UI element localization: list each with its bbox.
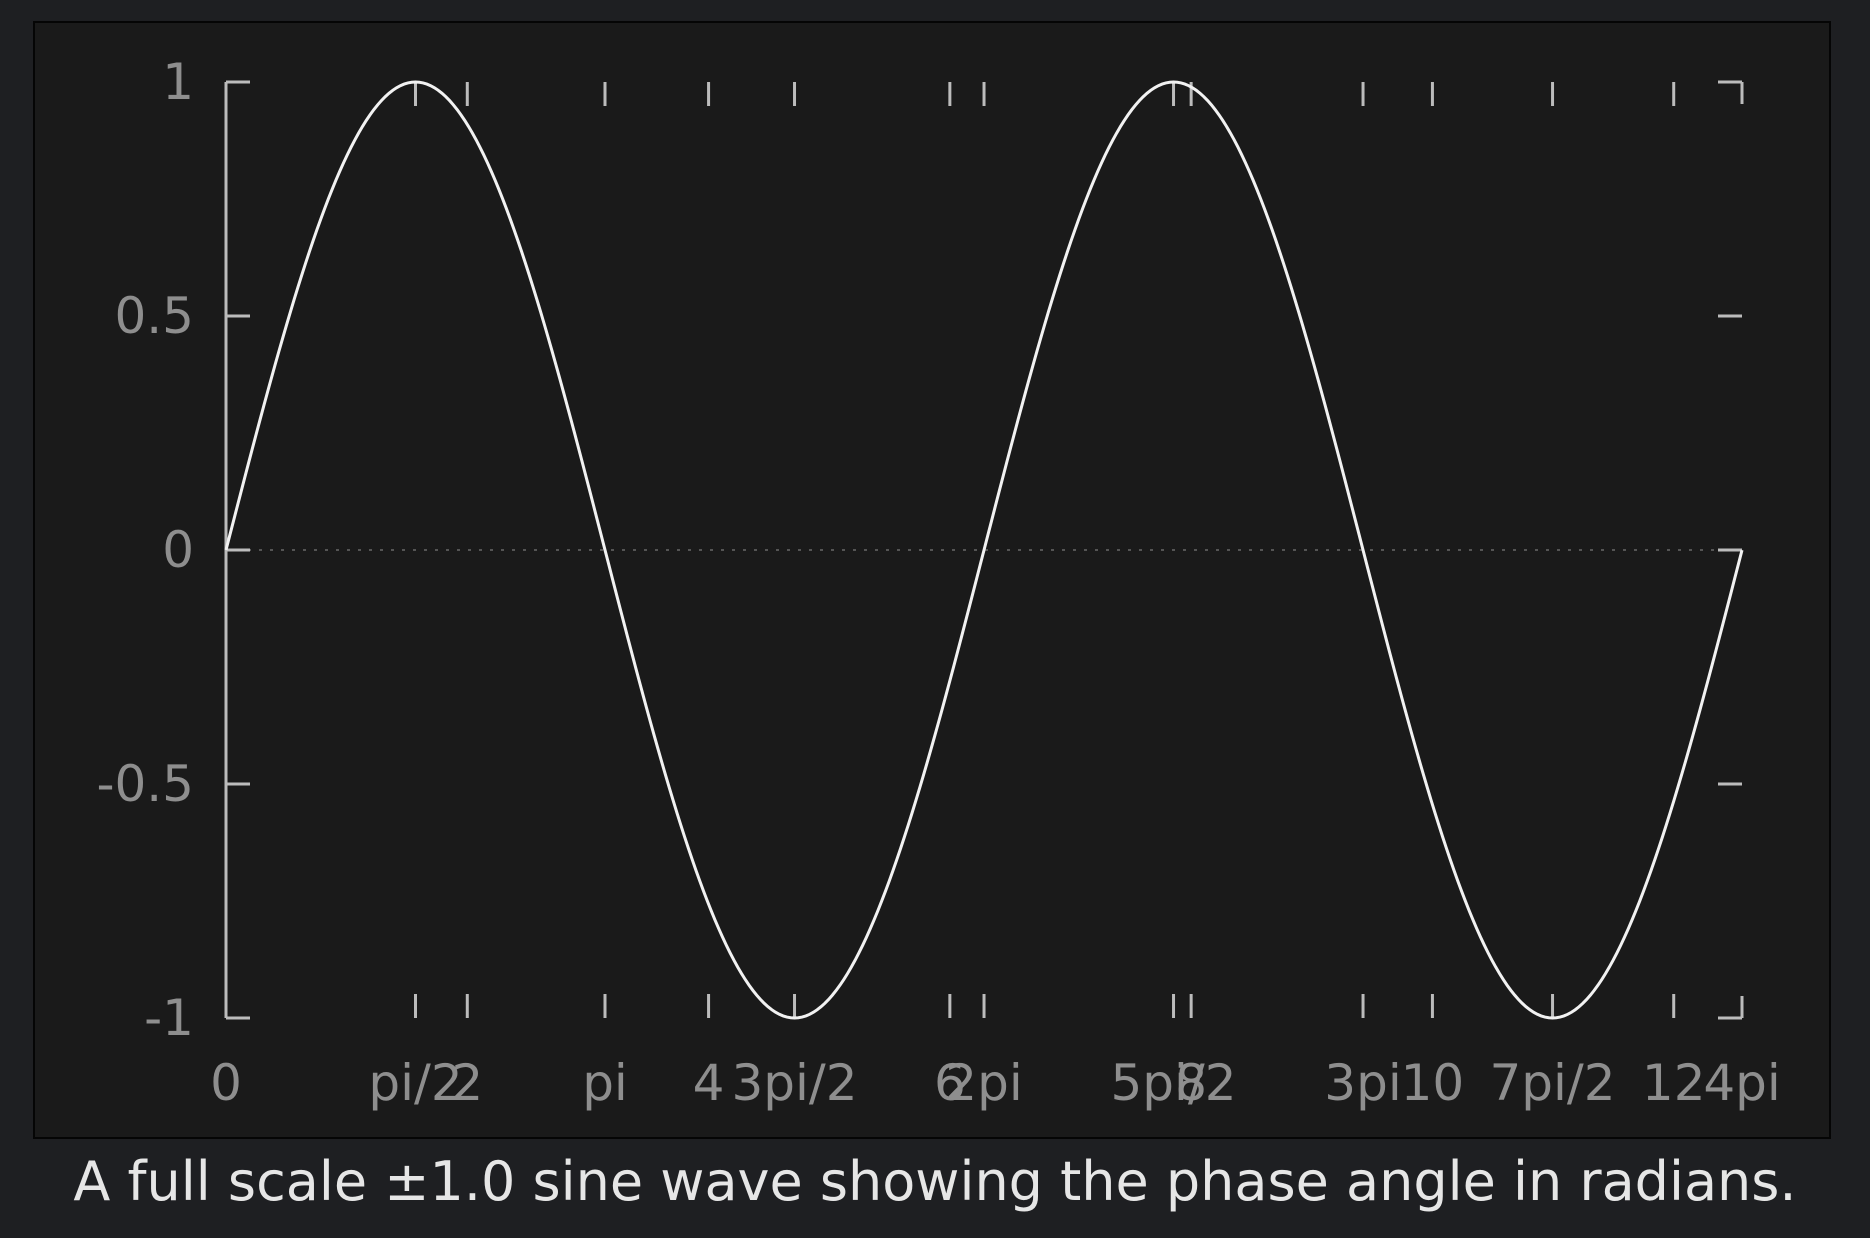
- ticks: [226, 80, 1742, 1020]
- x-tick-label: 8: [1175, 1054, 1207, 1112]
- sine-curve: [224, 80, 1744, 1020]
- y-tick-label: 0: [162, 521, 194, 579]
- y-tick-label: -1: [144, 989, 194, 1047]
- y-tick-label: -0.5: [96, 755, 194, 813]
- curve-layer: [224, 80, 1744, 1020]
- x-tick-label: 5pi/2: [1110, 1054, 1236, 1112]
- x-tick-label: 0: [210, 1054, 242, 1112]
- x-tick-label: 3pi: [1324, 1054, 1401, 1112]
- x-tick-label: 10: [1401, 1054, 1465, 1112]
- x-tick-label: 3pi/2: [731, 1054, 857, 1112]
- x-tick-label: pi: [582, 1054, 628, 1112]
- x-tick-label: 7pi/2: [1489, 1054, 1615, 1112]
- x-tick-label: 2pi: [945, 1054, 1022, 1112]
- x-tick-label: 2: [451, 1054, 483, 1112]
- y-tick-label: 0.5: [114, 287, 194, 345]
- plot-frame: [33, 21, 1831, 1139]
- x-tick-label: 6: [934, 1054, 966, 1112]
- y-tick-label: 1: [162, 53, 194, 111]
- x-tick-label: 12: [1642, 1054, 1706, 1112]
- figure-caption: A full scale ±1.0 sine wave showing the …: [73, 1150, 1797, 1213]
- x-tick-label: pi/2: [368, 1054, 462, 1112]
- x-tick-label: 4pi: [1703, 1054, 1780, 1112]
- x-tick-label: 4: [693, 1054, 725, 1112]
